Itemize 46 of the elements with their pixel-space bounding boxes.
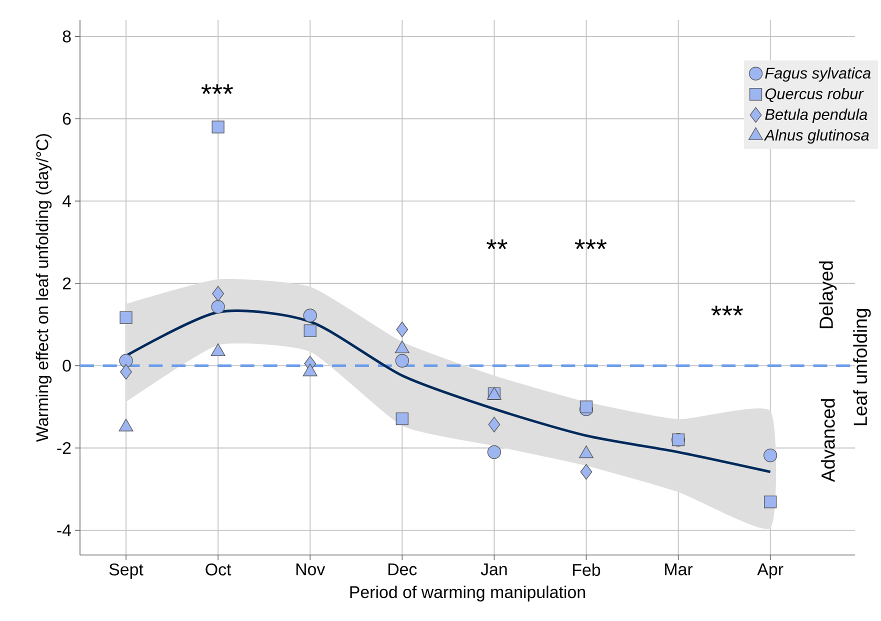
x-tick-label: Jan [480,563,507,576]
point [764,448,778,462]
annotation: ** [486,239,508,250]
x-tick-label: Sept [109,564,144,579]
x-axis-title: Period of warming manipulation [350,586,585,602]
point [580,400,593,414]
y-tick-label: 4 [62,195,71,207]
y-axis-title: Warming effect on leaf unfolding (day/°C) [36,134,52,442]
y-tick-label: 8 [62,30,71,42]
y-tick-label: 2 [62,277,71,290]
point [211,300,225,314]
x-tick-label: Oct [206,564,232,576]
legend-label: Betula pendula [765,108,868,123]
point [488,416,500,432]
y-tick-label: -2 [57,442,71,454]
point [303,308,317,322]
annotation: *** [574,239,607,250]
point [120,364,132,380]
annotation: Leaf unfolding [853,309,871,426]
x-tick-label: Apr [757,563,784,579]
point [395,354,409,368]
legend-label: Fagus sylvatica [765,67,871,82]
legend-label: Alnus glutinosa [764,129,869,144]
y-tick-label: 6 [62,112,71,125]
x-tick-label: Dec [388,563,417,576]
x-tick-label: Feb [573,564,600,576]
point [672,433,685,446]
x-tick-label: Nov [296,563,326,576]
point [764,496,777,508]
x-tick-label: Mar [665,563,693,576]
annotation: Advanced [820,399,835,482]
legend-label: Quercus robur [765,88,864,102]
point [212,286,224,302]
point [212,120,224,134]
annotation: *** [711,306,743,316]
annotation: Delayed [819,262,837,328]
point [396,322,408,338]
point [396,412,408,426]
annotation: *** [201,84,234,94]
point [580,464,592,480]
point [119,354,133,368]
point [487,445,502,459]
y-tick-label: 0 [62,360,71,372]
point [304,324,316,338]
point [120,311,132,324]
y-tick-label: -4 [57,524,71,536]
